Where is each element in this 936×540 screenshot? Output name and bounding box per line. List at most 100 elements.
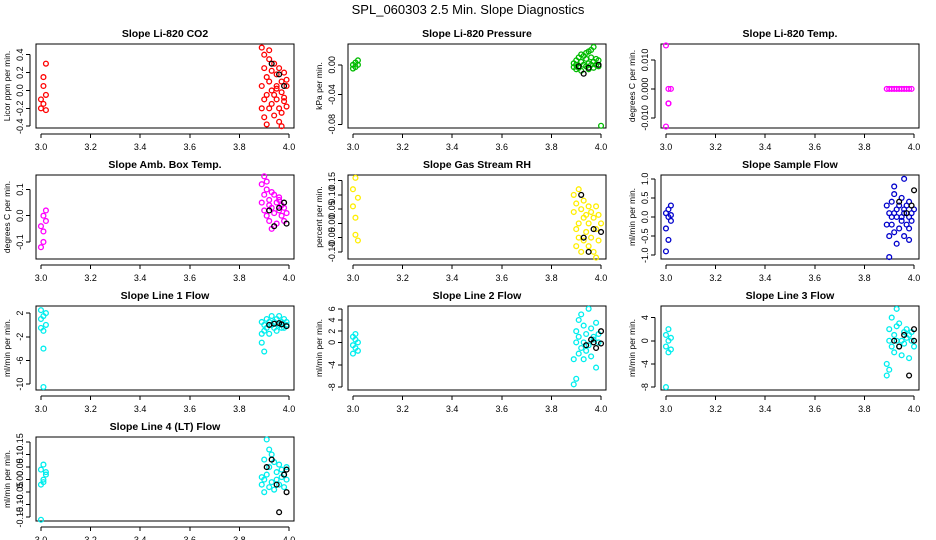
panel-title: Slope Line 1 Flow <box>121 290 211 302</box>
data-point <box>896 225 903 232</box>
y-tick-label: -2 <box>15 333 25 341</box>
data-point <box>40 327 47 334</box>
y-axis-label: ml/min per min. <box>2 319 12 377</box>
data-point <box>283 464 290 471</box>
x-tick-label: 3.4 <box>759 404 772 414</box>
data-point <box>590 43 597 51</box>
x-tick-label: 3.6 <box>496 273 509 283</box>
x-tick-label: 3.6 <box>184 142 197 152</box>
data-point <box>276 194 283 201</box>
data-point <box>910 337 918 344</box>
data-point <box>281 98 288 105</box>
data-point <box>271 223 278 230</box>
y-tick-label: -10 <box>15 378 25 391</box>
data-point <box>273 82 280 90</box>
data-point <box>906 236 913 243</box>
y-tick-label: -0.04 <box>327 84 337 105</box>
data-point <box>896 343 903 350</box>
data-point <box>42 60 49 67</box>
data-point <box>281 94 288 101</box>
data-point <box>283 76 290 83</box>
x-tick-label: 4.0 <box>283 404 296 414</box>
data-point <box>268 479 275 486</box>
data-point <box>590 214 597 221</box>
data-point <box>261 456 268 463</box>
y-tick-label: 4 <box>327 317 337 322</box>
data-point <box>283 466 290 473</box>
series-slopes <box>662 175 918 261</box>
data-point <box>910 326 918 333</box>
data-point <box>37 105 45 112</box>
data-point <box>583 228 590 235</box>
y-tick-label: 0.00 <box>327 215 337 233</box>
data-point <box>583 347 590 354</box>
data-point <box>886 326 893 333</box>
data-point <box>273 71 280 78</box>
data-point <box>261 173 268 180</box>
data-point <box>266 105 273 112</box>
data-point <box>261 348 268 355</box>
data-point <box>276 204 283 211</box>
data-point <box>354 339 361 346</box>
x-tick-label: 3.6 <box>496 142 509 152</box>
chart-panel-8: Slope Line 2 Flow 3.0 3.2 3.4 3.6 3.8 4.0 -8 -4 0… <box>314 290 607 414</box>
plot-frame <box>660 305 920 391</box>
y-tick-label: 0.15 <box>15 433 25 451</box>
data-point <box>258 339 265 346</box>
y-tick-label: 0.2 <box>15 66 25 79</box>
data-point <box>901 210 908 217</box>
x-tick-label: 3.6 <box>184 535 197 540</box>
x-tick-label: 3.4 <box>759 142 772 152</box>
data-point <box>583 211 590 218</box>
data-point <box>273 481 280 488</box>
data-point <box>580 70 587 77</box>
data-point <box>590 226 597 233</box>
data-point <box>590 248 597 255</box>
x-tick-label: 4.0 <box>283 535 296 540</box>
data-point <box>268 456 275 463</box>
y-tick-label: -8 <box>327 383 337 391</box>
data-point <box>665 236 672 243</box>
y-tick-label: -8 <box>640 383 650 391</box>
data-point <box>595 211 602 218</box>
panel-title: Slope Gas Stream RH <box>423 159 531 171</box>
plot-frame <box>35 305 295 391</box>
chart-panel-10: Slope Line 4 (LT) Flow 3.0 3.2 3.4 3.6 3.8 4.0… <box>2 421 295 540</box>
data-point <box>40 345 47 352</box>
x-tick-label: 3.8 <box>233 273 246 283</box>
data-point <box>40 100 47 107</box>
data-point <box>667 217 674 224</box>
data-point <box>898 217 905 224</box>
data-point <box>40 82 47 90</box>
x-tick-label: 3.4 <box>134 142 147 152</box>
x-tick-label: 3.6 <box>809 142 822 152</box>
y-tick-label: -0.05 <box>15 482 25 503</box>
data-point <box>278 78 285 85</box>
chart-panel-3: Slope Li-820 Temp. 3.0 3.2 3.4 3.6 3.8 4.0 -0.0… <box>627 28 920 152</box>
plot-frame <box>35 43 295 129</box>
data-point <box>667 346 674 353</box>
x-tick-label: 3.2 <box>396 404 409 414</box>
data-point <box>908 202 915 209</box>
y-axis-label: ml/min per min. <box>627 188 637 246</box>
data-point <box>266 330 273 337</box>
panel-title: Slope Li-820 CO2 <box>122 28 209 40</box>
y-tick-label: 0.010 <box>640 49 650 72</box>
x-tick-label: 4.0 <box>595 142 608 152</box>
data-point <box>273 96 280 103</box>
data-point <box>354 61 361 68</box>
series-recent <box>891 326 918 379</box>
data-point <box>276 105 283 112</box>
y-tick-label: -0.2 <box>15 101 25 117</box>
chart-panel-2: Slope Li-820 Pressure 3.0 3.2 3.4 3.6 3.8 4.0 -… <box>314 28 607 152</box>
data-point <box>349 203 357 210</box>
y-tick-label: 0.5 <box>640 192 650 205</box>
data-point <box>271 91 278 98</box>
series-slopes <box>37 173 290 251</box>
plot-frame <box>347 174 607 260</box>
data-point <box>263 436 270 443</box>
data-point <box>662 225 670 232</box>
data-point <box>585 64 592 71</box>
data-point <box>888 314 895 321</box>
data-point <box>268 100 275 107</box>
